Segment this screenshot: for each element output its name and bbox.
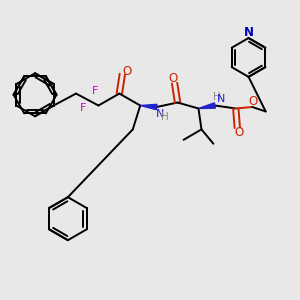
Text: O: O [234, 126, 243, 139]
Text: O: O [169, 72, 178, 85]
Polygon shape [140, 104, 157, 110]
Text: N: N [217, 94, 226, 104]
Text: N: N [244, 26, 254, 39]
Text: N: N [156, 110, 165, 119]
Text: H: H [161, 112, 169, 122]
Text: O: O [122, 65, 131, 78]
Text: F: F [80, 103, 87, 113]
Polygon shape [199, 103, 215, 109]
Text: H: H [213, 92, 221, 102]
Text: F: F [92, 85, 99, 96]
Text: O: O [248, 95, 258, 108]
